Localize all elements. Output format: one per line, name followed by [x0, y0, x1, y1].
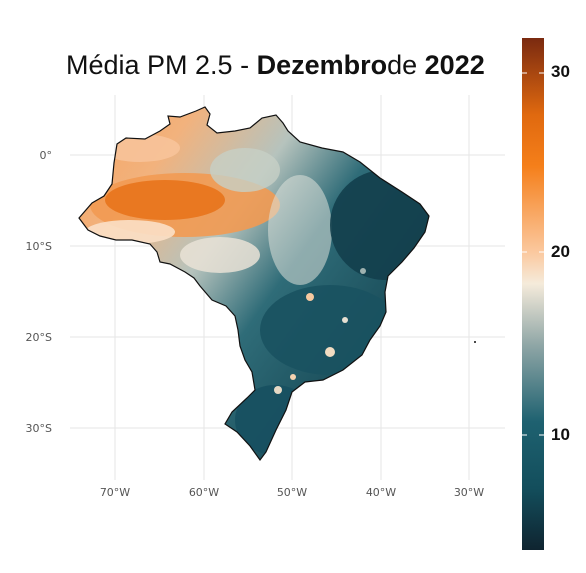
y-tick-2: 20°S [26, 331, 52, 344]
colorbar-tick-10: 10 [551, 425, 570, 444]
x-tick-1: 60°W [189, 486, 219, 499]
title-prefix: Média PM 2.5 - [66, 50, 257, 80]
title-month: Dezembro [256, 50, 388, 80]
y-tick-3: 30°S [26, 422, 52, 435]
y-axis: 0° 10°S 20°S 30°S [26, 149, 52, 435]
y-tick-1: 10°S [26, 240, 52, 253]
colorbar-gradient [522, 38, 544, 550]
x-tick-0: 70°W [100, 486, 130, 499]
y-tick-0: 0° [40, 149, 53, 162]
colorbar [522, 38, 544, 550]
x-tick-2: 50°W [277, 486, 307, 499]
x-tick-3: 40°W [366, 486, 396, 499]
title-year: 2022 [424, 50, 485, 80]
x-tick-4: 30°W [454, 486, 484, 499]
colorbar-tick-30: 30 [551, 62, 570, 81]
title-connector: de [387, 50, 425, 80]
map-title: Média PM 2.5 - Dezembrode 2022 [66, 50, 485, 81]
colorbar-tick-20: 20 [551, 242, 570, 261]
x-axis: 70°W 60°W 50°W 40°W 30°W [100, 486, 484, 499]
